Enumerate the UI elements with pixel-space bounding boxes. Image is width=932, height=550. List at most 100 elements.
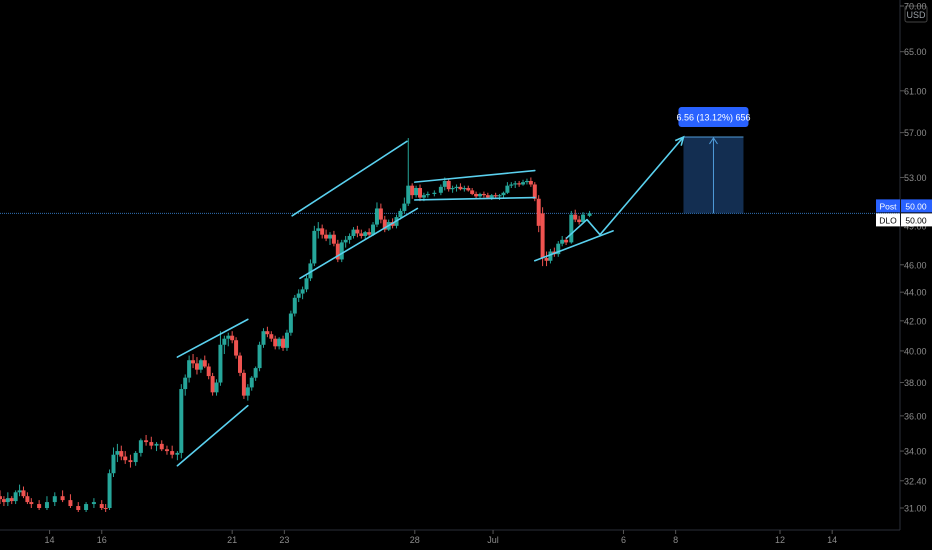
candle-body — [214, 382, 219, 393]
candle-body — [442, 180, 447, 187]
candle-body — [316, 228, 321, 231]
candle — [564, 237, 569, 245]
candle-body — [76, 506, 81, 511]
candle-body — [331, 234, 336, 244]
projection-path[interactable] — [565, 136, 685, 240]
projection-label-layer: 6.56 (13.12%) 656 — [676, 106, 751, 127]
y-tick-label: 65.00 — [904, 47, 927, 57]
candle — [288, 310, 293, 336]
price-badge-value: 50.00 — [905, 215, 927, 225]
candle-body — [13, 492, 18, 502]
candle — [218, 331, 223, 386]
candle-body — [343, 239, 348, 243]
candle — [505, 182, 510, 194]
candle — [154, 442, 159, 452]
candle — [331, 230, 336, 247]
x-tick-label: 23 — [279, 535, 289, 545]
candle-body — [438, 186, 443, 193]
candle-body — [265, 331, 270, 335]
candle — [5, 492, 10, 507]
candle-body — [560, 239, 565, 244]
candle-body — [44, 502, 49, 509]
candle — [371, 222, 376, 236]
candle-body — [175, 452, 180, 455]
candle — [524, 178, 529, 185]
candle-body — [374, 208, 379, 225]
candle-body — [218, 344, 223, 383]
x-tick-label: 12 — [775, 535, 785, 545]
candle — [175, 451, 180, 461]
candle — [320, 224, 325, 239]
candle-body — [544, 258, 549, 261]
candle-body — [17, 490, 22, 493]
candle — [454, 184, 459, 192]
candle-body — [446, 180, 451, 190]
candle — [261, 328, 266, 348]
projection-label: 6.56 (13.12%) 656 — [676, 112, 750, 122]
y-axis[interactable]: USD 70.0065.0061.0057.0053.0049.0046.004… — [899, 0, 932, 530]
candle-body — [359, 233, 364, 236]
candle — [17, 484, 22, 497]
trend-line[interactable] — [413, 196, 536, 201]
candle-body — [115, 451, 120, 455]
position-box-arrow-head — [709, 137, 718, 145]
price-badge-name-box — [876, 213, 900, 227]
trend-line[interactable] — [176, 318, 249, 358]
candle — [378, 203, 383, 224]
candle-body — [432, 192, 437, 194]
candle-body — [587, 213, 592, 216]
price-badges: Post 50.00 DLO 50.00 — [876, 199, 932, 227]
x-axis[interactable]: 14 16 21 23 28 Jul 6 8 12 14 — [0, 529, 900, 545]
candle — [406, 138, 411, 207]
candle — [544, 251, 549, 267]
candle — [269, 331, 274, 342]
candle — [450, 185, 455, 193]
trend-line[interactable] — [176, 404, 249, 467]
candle — [328, 232, 332, 245]
candle — [355, 225, 360, 238]
candle — [198, 358, 203, 373]
trend-line[interactable] — [299, 207, 419, 280]
candle — [425, 191, 430, 198]
candle-body — [548, 251, 553, 261]
candle-body — [450, 188, 455, 190]
price-badge-value-box — [901, 199, 932, 213]
y-tick-label: 44.00 — [904, 288, 927, 298]
candle-body — [489, 195, 494, 198]
candle-body — [281, 338, 286, 348]
trend-line[interactable] — [413, 169, 536, 183]
candle-body — [501, 192, 506, 196]
candle-body — [21, 490, 26, 497]
candle-body — [9, 498, 14, 502]
drawings-layer — [176, 135, 685, 467]
candle-body — [308, 263, 313, 279]
trend-line[interactable] — [533, 230, 614, 262]
candle — [29, 498, 34, 509]
candle-body — [245, 387, 250, 396]
candle — [202, 355, 207, 369]
candle — [560, 235, 565, 247]
candle-body — [133, 452, 138, 463]
candle-body — [406, 185, 411, 204]
candle — [556, 241, 561, 257]
trend-line[interactable] — [291, 140, 408, 217]
y-axis-background — [900, 0, 932, 530]
candle — [68, 494, 73, 509]
candle — [84, 502, 89, 512]
candle-body — [25, 496, 30, 503]
candle-body — [277, 338, 282, 347]
candle — [194, 357, 199, 375]
candle-body — [339, 242, 344, 260]
candle — [474, 191, 479, 199]
candle — [206, 363, 211, 380]
candle-body — [328, 234, 332, 239]
candle-body — [421, 195, 426, 198]
candle-body — [382, 219, 387, 230]
candle — [470, 188, 475, 196]
candle-body — [402, 203, 407, 211]
candle — [159, 440, 164, 452]
candle-body — [513, 183, 518, 185]
candle-body — [410, 185, 415, 196]
